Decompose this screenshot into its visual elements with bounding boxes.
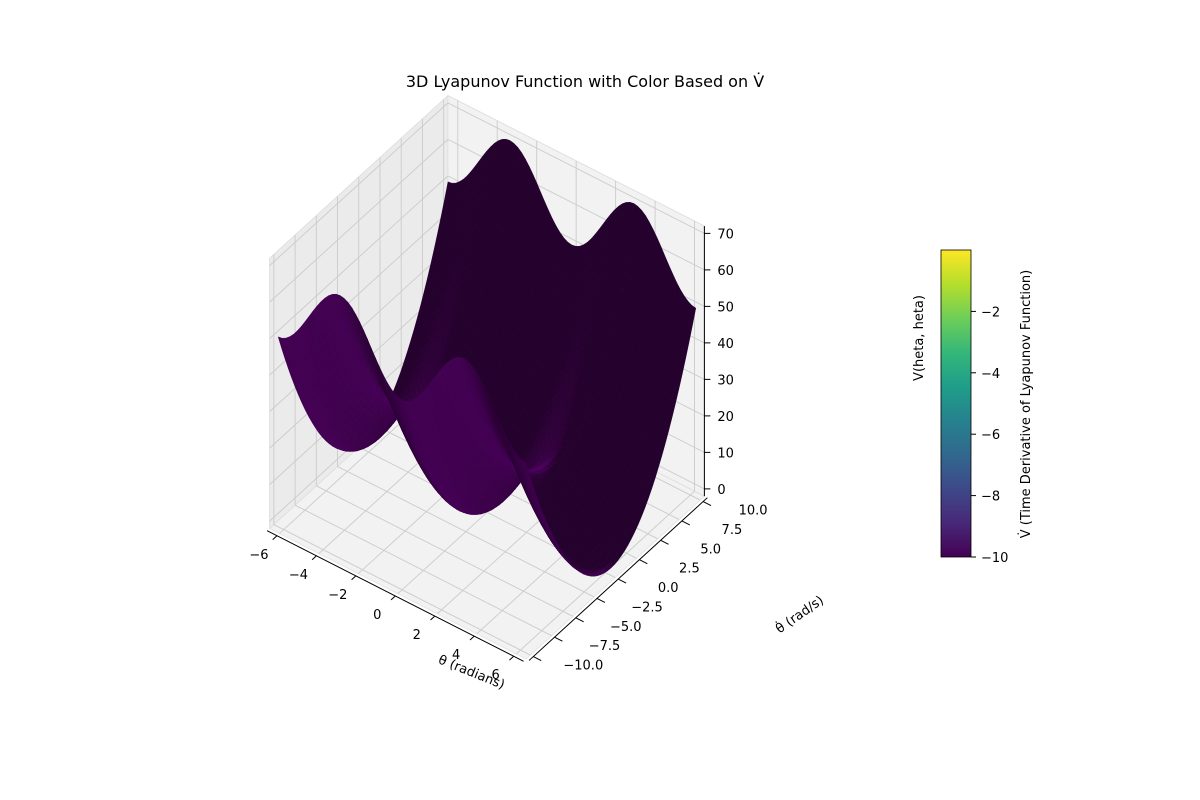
colorbar-tick-label: −6 <box>981 428 1000 443</box>
grid-z-back <box>447 102 705 234</box>
surface-patch <box>521 459 530 475</box>
x-tick-mark <box>509 655 515 661</box>
colorbar: −10 −8 −6 −4 −2 V̇ (Time Derivative of Lyapu… <box>940 249 1034 566</box>
colorbar-tick-label: −10 <box>981 551 1008 566</box>
z-tick-label: 70 <box>717 227 734 242</box>
y-tick-label: −5.0 <box>610 620 642 635</box>
z-tick-label: 30 <box>717 373 734 388</box>
grid-y-floor <box>337 466 595 598</box>
plot-3d: −6 −4 −2 0 2 4 6 −10.0 −7.5 −5.0 −2.5 0.02.55.07.5 1… <box>249 94 768 683</box>
grid-z-left <box>269 139 449 303</box>
colorbar-label: V̇ (Time Derivative of Lyapunov Function… <box>1019 270 1034 538</box>
grid-z-left <box>269 175 449 339</box>
tick-labels: −6 −4 −2 0 2 4 6 −10.0 −7.5 −5.0 −2.5 0.02.55.07.5 1… <box>249 227 767 683</box>
y-tick-label: −10.0 <box>563 659 603 674</box>
axes <box>266 226 712 662</box>
y-tick-label: 5.0 <box>700 542 721 557</box>
grid-y-floor <box>294 504 552 637</box>
colorbar-tick-label: −2 <box>981 305 1000 320</box>
x-tick-label: 2 <box>413 628 421 643</box>
x-tick-label: 0 <box>373 608 381 623</box>
y-axis-label: θ̇ (rad/s) <box>772 592 826 637</box>
surface <box>277 138 697 577</box>
z-tick-label: 60 <box>717 264 734 279</box>
z-axis-label: V(heta, heta) <box>912 295 927 381</box>
x-tick-label: −6 <box>249 548 268 563</box>
y-tick-label: 7.5 <box>722 523 743 538</box>
y-tick-label: −2.5 <box>631 600 663 615</box>
x-tick-mark <box>351 575 357 581</box>
z-tick-label: 20 <box>717 410 734 425</box>
x-tick-label: −4 <box>289 568 308 583</box>
y-tick-label: 2.5 <box>679 562 700 577</box>
y-tick-mark <box>639 559 648 565</box>
z-tick-label: 0 <box>717 483 725 498</box>
colorbar-tick-label: −4 <box>981 367 1000 382</box>
y-tick-label: 0.0 <box>658 581 679 596</box>
z-tick-label: 50 <box>717 300 734 315</box>
y-tick-mark <box>660 539 669 545</box>
colorbar-gradient <box>940 249 972 558</box>
grid-y-floor <box>273 524 531 656</box>
y-axis-line <box>528 497 708 661</box>
y-tick-mark <box>596 597 606 603</box>
chart-title: 3D Lyapunov Function with Color Based on… <box>406 72 764 91</box>
y-tick-mark <box>533 656 542 662</box>
y-tick-mark <box>702 501 712 507</box>
colorbar-tick-label: −8 <box>981 490 1000 505</box>
y-tick-label: −7.5 <box>589 639 621 654</box>
x-tick-label: −2 <box>328 588 347 603</box>
y-tick-mark <box>554 636 563 642</box>
x-tick-mark <box>272 535 278 541</box>
y-tick-mark <box>681 520 690 526</box>
colorbar-ticks: −10 −8 −6 −4 −2 <box>971 305 1008 566</box>
x-tick-mark <box>430 615 436 621</box>
grid-y-floor <box>316 485 573 617</box>
grid-z-left <box>269 102 449 266</box>
z-tick-label: 10 <box>717 446 734 461</box>
x-tick-label: 4 <box>452 648 460 663</box>
x-tick-mark <box>390 595 396 601</box>
y-tick-mark <box>575 617 584 623</box>
x-tick-mark <box>469 635 475 641</box>
y-tick-label: 10.0 <box>739 504 768 519</box>
x-tick-label: 6 <box>492 668 500 683</box>
y-tick-mark <box>617 578 627 584</box>
x-tick-mark <box>311 555 317 561</box>
z-tick-label: 40 <box>717 337 734 352</box>
